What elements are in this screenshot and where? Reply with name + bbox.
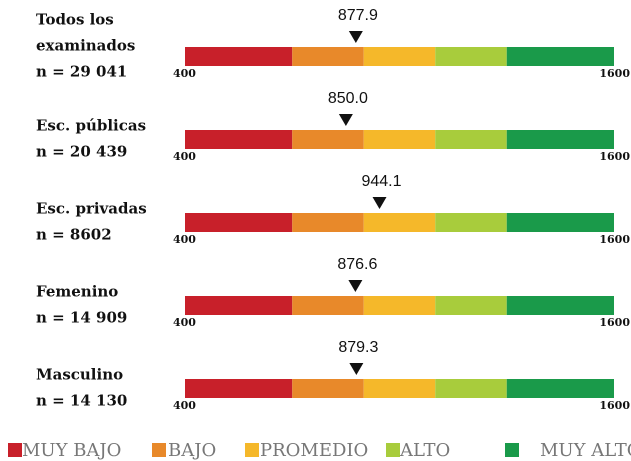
legend-swatch	[245, 443, 259, 457]
marker	[348, 280, 363, 292]
band	[435, 130, 507, 149]
x-tick-label: 1600	[599, 233, 630, 246]
row-label: Todos los	[36, 11, 114, 29]
marker	[372, 197, 387, 209]
band	[363, 213, 436, 232]
legend-swatch	[386, 443, 400, 457]
band	[185, 130, 293, 149]
marker	[348, 31, 363, 43]
x-tick-label: 400	[173, 316, 196, 329]
row-label: examinados	[36, 37, 135, 55]
band	[363, 379, 436, 398]
band	[506, 296, 614, 315]
band	[292, 130, 364, 149]
band	[506, 47, 614, 66]
band	[185, 213, 293, 232]
x-tick-label: 400	[173, 233, 196, 246]
legend-label: ALTO	[399, 440, 450, 461]
legend-label: MUY ALTO	[540, 440, 631, 461]
marker	[338, 114, 353, 126]
band	[185, 379, 293, 398]
band	[506, 213, 614, 232]
row-label: n = 29 041	[36, 63, 127, 81]
band	[435, 379, 507, 398]
band	[292, 47, 364, 66]
band	[506, 130, 614, 149]
band	[506, 379, 614, 398]
value-label: 877.9	[338, 7, 378, 24]
row-label: n = 14 909	[36, 309, 127, 327]
row-label: n = 8602	[36, 226, 112, 244]
legend-label: MUY BAJO	[22, 440, 121, 461]
x-tick-label: 1600	[599, 150, 630, 163]
x-tick-label: 1600	[599, 399, 630, 412]
band	[185, 47, 293, 66]
x-tick-label: 400	[173, 150, 196, 163]
band	[435, 213, 507, 232]
legend-label: BAJO	[168, 440, 216, 461]
row-label: Esc. públicas	[36, 117, 146, 135]
marker	[349, 363, 364, 375]
band	[363, 296, 436, 315]
band	[292, 213, 364, 232]
x-tick-label: 400	[173, 399, 196, 412]
band	[292, 379, 364, 398]
legend-swatch	[152, 443, 166, 457]
x-tick-label: 1600	[599, 316, 630, 329]
row-label: n = 20 439	[36, 143, 127, 161]
band	[435, 296, 507, 315]
row-label: n = 14 130	[36, 392, 127, 410]
band	[363, 47, 436, 66]
row-label: Femenino	[36, 283, 118, 301]
value-label: 944.1	[361, 173, 401, 190]
band	[363, 130, 436, 149]
band	[435, 47, 507, 66]
value-label: 879.3	[338, 339, 378, 356]
row-label: Esc. privadas	[36, 200, 147, 218]
legend-swatch	[505, 443, 519, 457]
band	[185, 296, 293, 315]
x-tick-label: 1600	[599, 67, 630, 80]
legend-swatch	[8, 443, 22, 457]
x-tick-label: 400	[173, 67, 196, 80]
value-label: 876.6	[337, 256, 377, 273]
value-label: 850.0	[328, 90, 368, 107]
row-label: Masculino	[36, 366, 123, 384]
band	[292, 296, 364, 315]
legend-label: PROMEDIO	[260, 440, 368, 461]
